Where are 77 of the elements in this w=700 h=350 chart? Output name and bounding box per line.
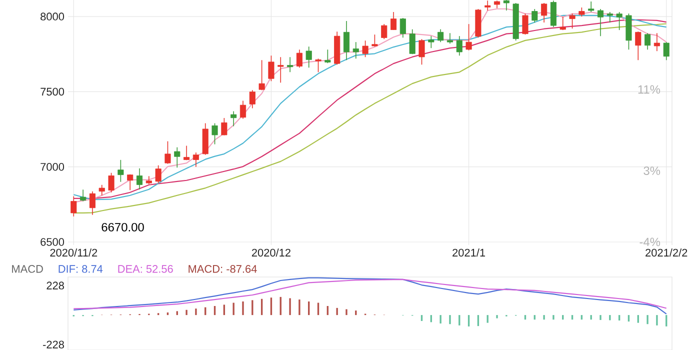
chart-title: MACD [12,265,43,273]
candlestick [654,32,660,52]
candlestick [532,8,538,23]
text: MACD: -87.64 [188,265,257,273]
candlestick [212,122,218,145]
candlestick [644,32,651,50]
candlestick [278,56,284,84]
x-tick-label: 2021/1 [452,248,486,257]
candlestick [503,0,510,11]
candlestick [296,49,302,68]
candlestick [578,7,585,17]
y-tick-label: 6500 [40,238,64,246]
candlestick [136,168,143,190]
candlestick [663,42,670,61]
candlestick [98,184,105,196]
candlestick [352,42,359,60]
candlestick [569,13,576,29]
candlestick [372,34,378,47]
candlestick [362,40,368,58]
candlestick [343,20,350,61]
y2-tick-label: -4% [640,238,660,246]
candlestick [541,2,548,23]
candlestick [560,16,566,30]
candlestick [174,146,180,168]
text: DIF: 8.74 [58,265,103,273]
candlestick [89,190,96,216]
candlestick [390,12,397,30]
candlestick [230,110,237,127]
candlestick [192,152,199,168]
candlestick [418,38,425,66]
candlestick [249,90,256,109]
candlestick [324,49,331,64]
candlestick [438,28,444,42]
candlestick [155,164,162,184]
candlestick [118,160,124,182]
candlestick [522,13,528,35]
y-tick-label: -228 [43,340,64,348]
candlestick [127,174,134,191]
candlestick [80,189,86,202]
y-tick-label: 7000 [40,162,64,171]
annotation: 6670.00 [102,222,144,232]
candlestick [456,36,462,56]
candlestick [606,12,613,23]
candlestick [108,172,114,193]
line-series [73,277,667,314]
candlestick [287,56,294,73]
candlestick [550,0,556,28]
candlestick [466,24,472,51]
candlestick [484,0,491,11]
candlestick [381,24,388,40]
candlestick [184,145,190,160]
text: DEA: 52.56 [118,265,173,273]
candlestick [221,118,228,136]
candlestick [400,18,406,38]
candlestick [240,100,246,120]
candlestick [635,31,642,61]
x-tick-label: 2020/11/2 [50,248,98,257]
candlestick [597,8,604,36]
candlestick [70,196,77,217]
y-tick-label: 8000 [40,12,64,20]
line-series [73,278,667,310]
y-tick-label: 228 [46,282,64,290]
candlestick [258,60,265,91]
candlestick [428,36,434,48]
x-tick-label: 2021/2/2 [646,248,688,257]
candlestick [268,55,274,82]
candlestick [409,28,416,55]
y2-tick-label: 11% [638,85,660,94]
candlestick [616,12,622,30]
candlestick [306,46,312,68]
candlestick [164,140,171,164]
candlestick [315,58,322,73]
y2-tick-label: 3% [644,166,660,176]
candlestick [446,32,453,44]
candlestick [588,1,594,12]
x-tick-label: 2020/12 [252,248,290,257]
y-tick-label: 7500 [40,88,64,96]
